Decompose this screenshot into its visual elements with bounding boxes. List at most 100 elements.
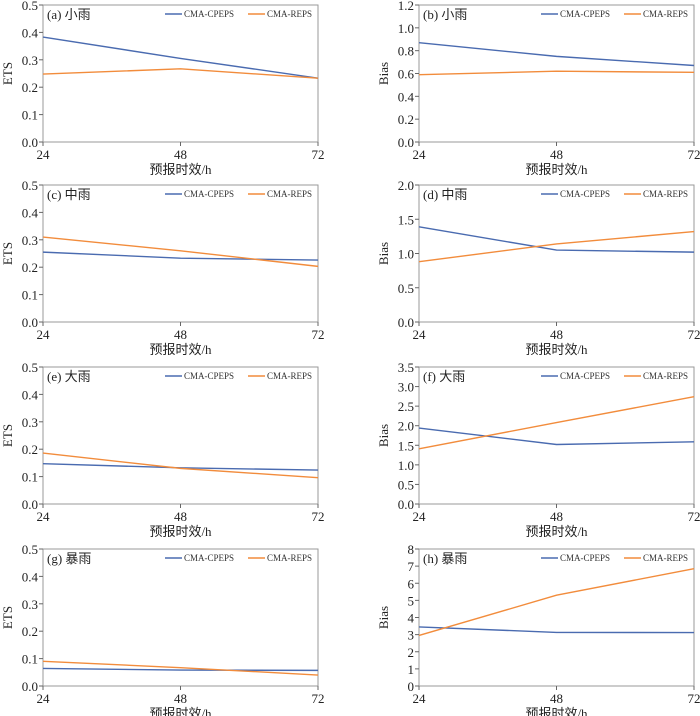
y-tick-label: 1.2 [398,0,414,13]
y-tick-label: 2.0 [398,178,414,193]
y-axis-label: ETS [0,606,15,629]
x-tick-label: 72 [312,147,325,162]
x-tick-label: 24 [413,147,427,162]
y-axis-label: Bias [376,606,391,629]
legend-label: CMA-CPEPS [560,371,610,381]
y-tick-label: 2.5 [398,399,414,414]
plot-frame [42,548,319,687]
y-tick-label: 1.0 [398,21,414,36]
legend-label: CMA-CPEPS [184,9,234,19]
y-tick-label: 0.8 [398,44,414,59]
legend-label: CMA-REPS [643,189,688,199]
x-tick-label: 48 [550,147,563,162]
panel-title: (f) 大雨 [423,369,465,384]
y-tick-label: 0.1 [22,652,38,667]
series-line-cma-cpeps [418,626,695,634]
y-tick-label: 0.2 [22,442,38,457]
plot-frame [418,184,695,323]
x-axis-label: 预报时效/h [149,162,212,177]
y-tick-label: 0.5 [22,360,38,375]
y-tick-label: 0.3 [22,415,38,430]
series-line-cma-cpeps [418,427,695,446]
x-tick-label: 48 [174,509,187,524]
y-tick-label: 0.2 [22,80,38,95]
y-tick-label: 1.0 [398,458,414,473]
plot-frame [418,366,695,505]
y-tick-label: 0.4 [22,205,39,220]
panel-h: 0 1 2 3 4 5 6 7 8 24 48 72 预报时效/h Bias (h) 暴雨 CMA-CPEPS… [376,542,700,716]
x-tick-label: 24 [37,147,51,162]
x-tick-label: 72 [312,509,325,524]
x-tick-label: 24 [37,327,51,342]
y-tick-label: 3 [408,628,415,643]
y-tick-label: 0.4 [398,89,415,104]
y-tick-label: 2 [408,645,415,660]
x-axis-label: 预报时效/h [525,162,588,177]
x-tick-label: 48 [550,691,563,706]
y-tick-label: 0.2 [22,624,38,639]
series-line-cma-reps [418,230,695,263]
y-tick-label: 0.0 [398,135,414,150]
y-tick-label: 0.0 [398,497,414,512]
panel-title: (c) 中雨 [47,187,91,202]
legend-label: CMA-REPS [267,9,312,19]
series-line-cma-reps [418,70,695,76]
plot-frame [418,548,695,687]
panel-title: (h) 暴雨 [423,551,467,566]
y-tick-label: 0.2 [22,260,38,275]
y-axis-label: Bias [376,424,391,447]
x-tick-label: 48 [550,509,563,524]
x-tick-label: 48 [174,327,187,342]
panel-e: 0.0 0.1 0.2 0.3 0.4 0.5 24 48 72 预报时效/h ETS (e) 大雨 C… [0,360,325,539]
y-tick-label: 2.0 [398,419,414,434]
y-axis-label: ETS [0,424,15,447]
legend-label: CMA-CPEPS [560,189,610,199]
y-tick-label: 0.3 [22,233,38,248]
panel-title: (a) 小雨 [47,7,91,22]
y-axis-label: ETS [0,62,15,85]
y-tick-label: 1.0 [398,247,414,262]
x-axis-label: 预报时效/h [149,342,212,357]
y-tick-label: 0.5 [398,477,414,492]
y-tick-label: 0.5 [398,281,414,296]
x-tick-label: 24 [413,509,427,524]
x-tick-label: 72 [688,691,700,706]
x-axis-label: 预报时效/h [525,524,588,539]
legend-label: CMA-REPS [643,553,688,563]
plot-frame [42,366,319,505]
y-tick-label: 0.4 [22,25,39,40]
y-tick-label: 0.0 [22,135,38,150]
y-tick-label: 0.0 [22,315,38,330]
y-tick-label: 0.6 [398,67,415,82]
series-line-cma-reps [42,68,319,79]
legend-label: CMA-REPS [267,553,312,563]
x-tick-label: 48 [174,147,187,162]
y-tick-label: 0.5 [22,0,38,13]
y-tick-label: 0.2 [398,112,414,127]
y-axis-label: Bias [376,62,391,85]
legend-label: CMA-REPS [267,189,312,199]
y-tick-label: 3.5 [398,360,414,375]
x-tick-label: 24 [37,509,51,524]
panel-b: 0.0 0.2 0.4 0.6 0.8 1.0 1.2 24 48 72 预报时效/h Bias (b)… [376,0,700,177]
panel-title: (b) 小雨 [423,7,467,22]
y-tick-label: 0.5 [22,178,38,193]
series-line-cma-reps [418,568,695,637]
y-tick-label: 7 [408,559,415,574]
y-axis-label: Bias [376,242,391,265]
x-tick-label: 48 [174,691,187,706]
y-tick-label: 0.4 [22,387,39,402]
legend-label: CMA-CPEPS [184,371,234,381]
y-tick-label: 0.3 [22,53,38,68]
y-tick-label: 0.1 [22,470,38,485]
y-tick-label: 1 [408,662,415,677]
series-line-cma-reps [42,236,319,268]
y-tick-label: 0.1 [22,108,38,123]
y-tick-label: 0.0 [22,679,38,694]
panel-c: 0.0 0.1 0.2 0.3 0.4 0.5 24 48 72 预报时效/h ETS (c) 中雨 C… [0,178,325,357]
y-tick-label: 0.3 [22,597,38,612]
series-line-cma-reps [418,396,695,450]
y-tick-label: 4 [408,611,415,626]
series-line-cma-cpeps [418,41,695,67]
